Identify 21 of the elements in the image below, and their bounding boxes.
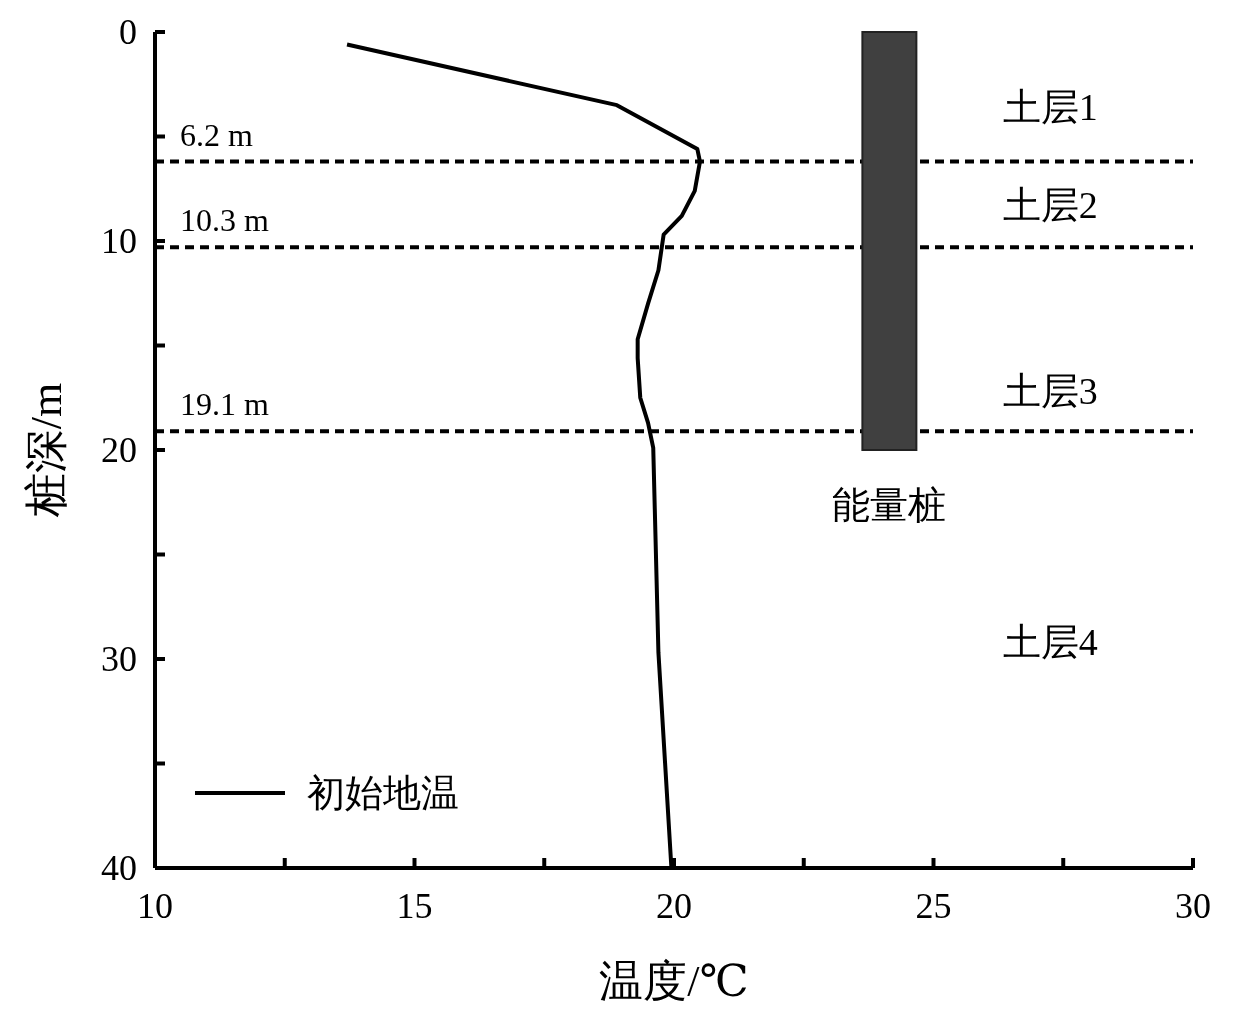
x-tick-label: 25 [915, 886, 952, 926]
annotation: 土层4 [1002, 621, 1098, 664]
ref-line-label: 19.1 m [180, 386, 269, 423]
annotation: 土层3 [1002, 370, 1098, 413]
legend-label: 初始地温 [307, 772, 459, 814]
x-tick-label: 20 [656, 886, 692, 926]
y-tick-label: 10 [101, 221, 137, 261]
x-tick-label: 10 [137, 886, 173, 926]
y-tick-label: 40 [101, 848, 137, 888]
y-tick-label: 30 [101, 639, 137, 679]
ref-line-label: 10.3 m [180, 202, 269, 239]
y-tick-label: 0 [119, 12, 137, 52]
annotation: 土层2 [1002, 184, 1098, 227]
annotation: 土层1 [1002, 86, 1098, 129]
x-axis-title: 温度/℃ [599, 957, 749, 1006]
series-label: 能量桩 [832, 484, 947, 526]
y-tick-label: 20 [101, 430, 137, 470]
x-tick-label: 30 [1175, 886, 1211, 926]
y-axis-title: 桩深/m [21, 382, 71, 519]
ref-line-label: 6.2 m [180, 116, 253, 153]
x-tick-label: 15 [396, 886, 433, 926]
